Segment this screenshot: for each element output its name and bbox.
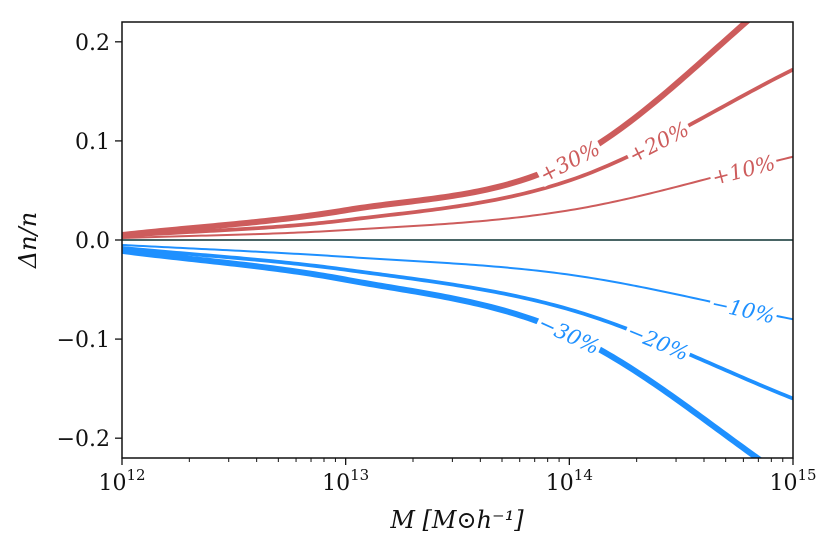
y-tick-label: 0.0: [75, 229, 110, 254]
x-axis-label: M [M⊙h⁻¹]: [389, 506, 524, 534]
curve-label-gap: [533, 307, 607, 360]
curve-label-gap: [532, 132, 606, 187]
x-tick-label: 1015: [769, 466, 816, 496]
curve-label-gap: [706, 147, 780, 190]
series-line-3: [122, 155, 793, 240]
series-layer: [122, 22, 793, 458]
series-line-4: [122, 243, 793, 321]
curve-label-gap: [621, 113, 695, 168]
y-tick-label: 0.2: [75, 31, 110, 56]
y-axis-label: Δn/n: [14, 212, 42, 269]
y-tick-label: −0.2: [57, 427, 110, 452]
x-tick-label: 1014: [546, 466, 593, 496]
axis-layer: −0.2 −0.1 0.0 0.1 0.2 1012 1013 1014 1015: [57, 21, 817, 496]
curve-label-gap: [622, 315, 696, 366]
x-tick-label: 1012: [98, 466, 145, 496]
y-tick-label: −0.1: [57, 328, 110, 353]
curve-label-gap: [707, 287, 780, 328]
y-tick-label: 0.1: [75, 130, 110, 155]
series-line-1: [122, 22, 751, 239]
x-tick-label: 1013: [322, 466, 369, 496]
series-line-6: [122, 247, 763, 458]
